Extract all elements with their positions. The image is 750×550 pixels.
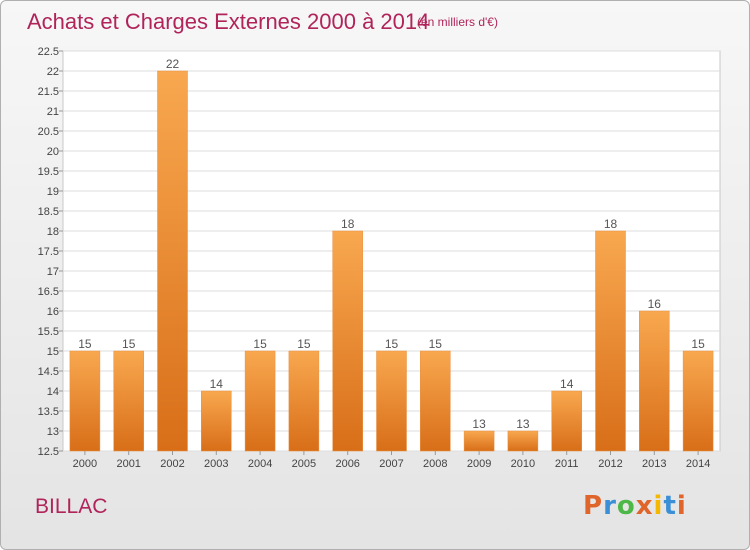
x-tick-label: 2008	[423, 458, 447, 470]
y-tick-label: 17.5	[38, 246, 59, 258]
y-tick-label: 15	[47, 346, 59, 358]
y-tick-label: 18	[47, 226, 59, 238]
x-tick-label: 2001	[116, 458, 140, 470]
data-label: 13	[472, 417, 486, 431]
proxiti-logo[interactable]: Proxiti	[583, 491, 687, 521]
chart-title: Achats et Charges Externes 2000 à 2014	[27, 9, 430, 34]
data-label: 15	[253, 337, 267, 351]
data-label: 18	[604, 217, 618, 231]
y-tick-label: 20	[47, 146, 59, 158]
y-axis: 12.5 13 13.5 14 14.5 15 15.5 16 16.5 17 17.5 18 18.5…	[38, 46, 63, 458]
commune-name: BILLAC	[35, 495, 108, 518]
bar[interactable]	[463, 430, 495, 452]
x-tick-label: 2006	[335, 458, 359, 470]
x-tick-label: 2013	[642, 458, 666, 470]
x-tick-label: 2000	[73, 458, 97, 470]
y-tick-label: 14	[47, 386, 59, 398]
x-tick-label: 2005	[292, 458, 316, 470]
logo-letter: o	[616, 491, 636, 521]
bar[interactable]	[420, 350, 451, 452]
x-tick-label: 2010	[511, 458, 535, 470]
data-label: 14	[560, 377, 574, 391]
bar[interactable]	[682, 350, 714, 452]
bars	[69, 70, 714, 452]
data-label: 18	[341, 217, 355, 231]
data-label: 15	[691, 337, 705, 351]
x-tick-label: 2007	[379, 458, 403, 470]
x-tick-label: 2009	[467, 458, 491, 470]
bar[interactable]	[157, 70, 188, 452]
data-labels: 15 15 22 14 15 15 18 15 15 13 13 14 18 16 15	[78, 57, 705, 431]
bar[interactable]	[376, 350, 407, 452]
data-label: 15	[122, 337, 136, 351]
bar[interactable]	[507, 430, 539, 452]
y-tick-label: 19.5	[38, 166, 59, 178]
x-tick-label: 2011	[555, 458, 579, 470]
y-tick-label: 22	[47, 66, 59, 78]
x-tick-label: 2014	[686, 458, 710, 470]
y-tick-label: 14.5	[38, 366, 59, 378]
data-label: 14	[210, 377, 224, 391]
x-axis: 2000 2001 2002 2003 2004 2005 2006 2007 2008 2009…	[73, 451, 710, 470]
y-tick-label: 17	[47, 266, 59, 278]
bar[interactable]	[551, 390, 582, 452]
y-tick-label: 16.5	[38, 286, 59, 298]
y-tick-label: 13.5	[38, 406, 59, 418]
bar[interactable]	[332, 230, 363, 452]
y-tick-label: 19	[47, 186, 59, 198]
y-tick-label: 12.5	[38, 446, 59, 458]
logo-letter: i	[653, 491, 664, 521]
chart-subtitle: (en milliers d'€)	[417, 15, 498, 29]
y-tick-label: 20.5	[38, 126, 59, 138]
data-label: 15	[78, 337, 92, 351]
bar[interactable]	[244, 350, 276, 452]
data-label: 15	[429, 337, 443, 351]
bar[interactable]	[639, 310, 670, 452]
logo-letter: t	[663, 491, 677, 521]
bar[interactable]	[595, 230, 626, 452]
data-label: 16	[648, 297, 662, 311]
x-tick-label: 2004	[248, 458, 272, 470]
y-tick-label: 15.5	[38, 326, 59, 338]
y-tick-label: 18.5	[38, 206, 59, 218]
bar[interactable]	[288, 350, 320, 452]
y-tick-label: 16	[47, 306, 59, 318]
bar[interactable]	[113, 350, 144, 452]
logo-letter: i	[676, 491, 687, 521]
y-tick-label: 13	[47, 426, 59, 438]
data-label: 22	[166, 57, 180, 71]
bar[interactable]	[201, 390, 232, 452]
logo-letter: x	[635, 491, 654, 521]
bar[interactable]	[69, 350, 101, 452]
y-tick-label: 21	[47, 106, 59, 118]
x-tick-label: 2003	[204, 458, 228, 470]
data-label: 13	[516, 417, 530, 431]
logo-letter: P	[583, 491, 604, 521]
logo-letter: r	[603, 491, 617, 521]
y-tick-label: 21.5	[38, 86, 59, 98]
x-tick-label: 2012	[598, 458, 622, 470]
x-tick-label: 2002	[160, 458, 184, 470]
data-label: 15	[385, 337, 399, 351]
y-tick-label: 22.5	[38, 46, 59, 58]
data-label: 15	[297, 337, 311, 351]
